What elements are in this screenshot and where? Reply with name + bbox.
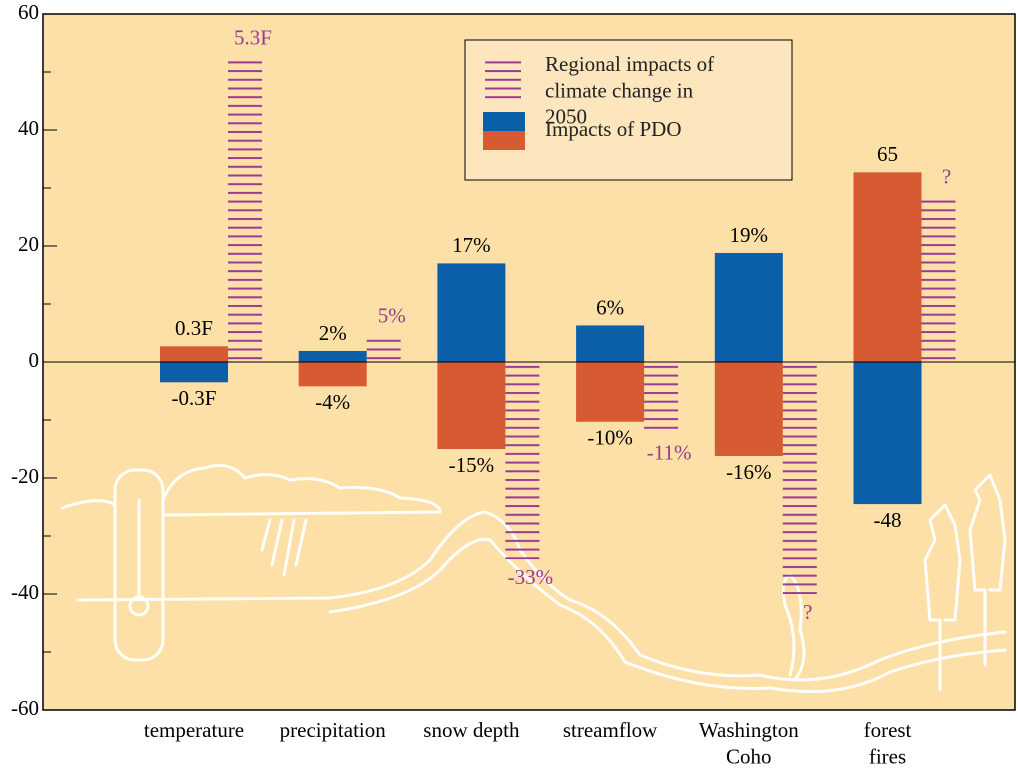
climate-bar xyxy=(644,362,679,435)
pdo-bar xyxy=(853,172,922,362)
pdo-bar xyxy=(576,325,645,362)
climate-bar xyxy=(366,335,401,362)
illustration xyxy=(60,464,1007,694)
pdo-label: 17% xyxy=(452,233,491,257)
x-tick-label: streamflow xyxy=(563,718,658,742)
x-tick-label: temperature xyxy=(144,718,244,742)
legend-label: Impacts of PDO xyxy=(545,117,681,141)
pdo-label: -15% xyxy=(449,453,495,477)
legend-swatch xyxy=(483,131,525,150)
climate-label: -11% xyxy=(647,440,692,464)
y-tick-label: 40 xyxy=(18,116,39,140)
pdo-label: 6% xyxy=(596,295,624,319)
y-tick-label: 60 xyxy=(18,0,39,24)
climate-bar xyxy=(505,362,540,560)
pdo-bar xyxy=(160,362,228,383)
climate-label: ? xyxy=(803,600,812,624)
climate-label: -33% xyxy=(508,565,554,589)
x-tick-label: Washington Coho xyxy=(699,718,799,768)
pdo-bar xyxy=(576,362,645,422)
y-tick-label: -60 xyxy=(11,696,39,720)
pdo-label: -10% xyxy=(587,426,633,450)
climate-bar xyxy=(782,362,817,594)
pdo-label: -0.3F xyxy=(172,386,217,410)
pdo-bar xyxy=(298,350,367,362)
pdo-label: -16% xyxy=(726,460,772,484)
y-tick-label: 0 xyxy=(29,348,40,372)
legend-swatch xyxy=(485,60,521,104)
climate-label: 5% xyxy=(378,304,406,328)
climate-label: ? xyxy=(942,165,951,189)
pdo-label: 0.3F xyxy=(175,316,213,340)
y-tick-label: -40 xyxy=(11,580,39,604)
x-tick-label: precipitation xyxy=(280,718,387,742)
x-tick-label: snow depth xyxy=(423,718,520,742)
pdo-label: -48 xyxy=(874,508,902,532)
climate-bar xyxy=(228,57,262,362)
pdo-bar xyxy=(437,263,506,362)
pdo-bar xyxy=(853,362,922,505)
climate-bar xyxy=(921,196,956,362)
pdo-bar xyxy=(714,252,783,362)
pdo-label: 19% xyxy=(730,223,769,247)
legend-label: Regional impacts of climate change in 2050 xyxy=(545,52,714,129)
pdo-label: 2% xyxy=(319,321,347,345)
legend: Regional impacts of climate change in 2050… xyxy=(464,39,793,181)
pdo-label: -4% xyxy=(315,390,350,414)
y-tick-label: -20 xyxy=(11,464,39,488)
legend-swatch xyxy=(483,112,525,131)
x-tick-label: forest fires xyxy=(864,718,912,768)
pdo-bar xyxy=(437,362,506,449)
pdo-bar xyxy=(714,362,783,456)
y-tick-label: 20 xyxy=(18,232,39,256)
climate-label: 5.3F xyxy=(234,25,272,49)
pdo-bar xyxy=(160,346,228,362)
pdo-bar xyxy=(298,362,367,387)
pdo-label: 65 xyxy=(877,142,898,166)
